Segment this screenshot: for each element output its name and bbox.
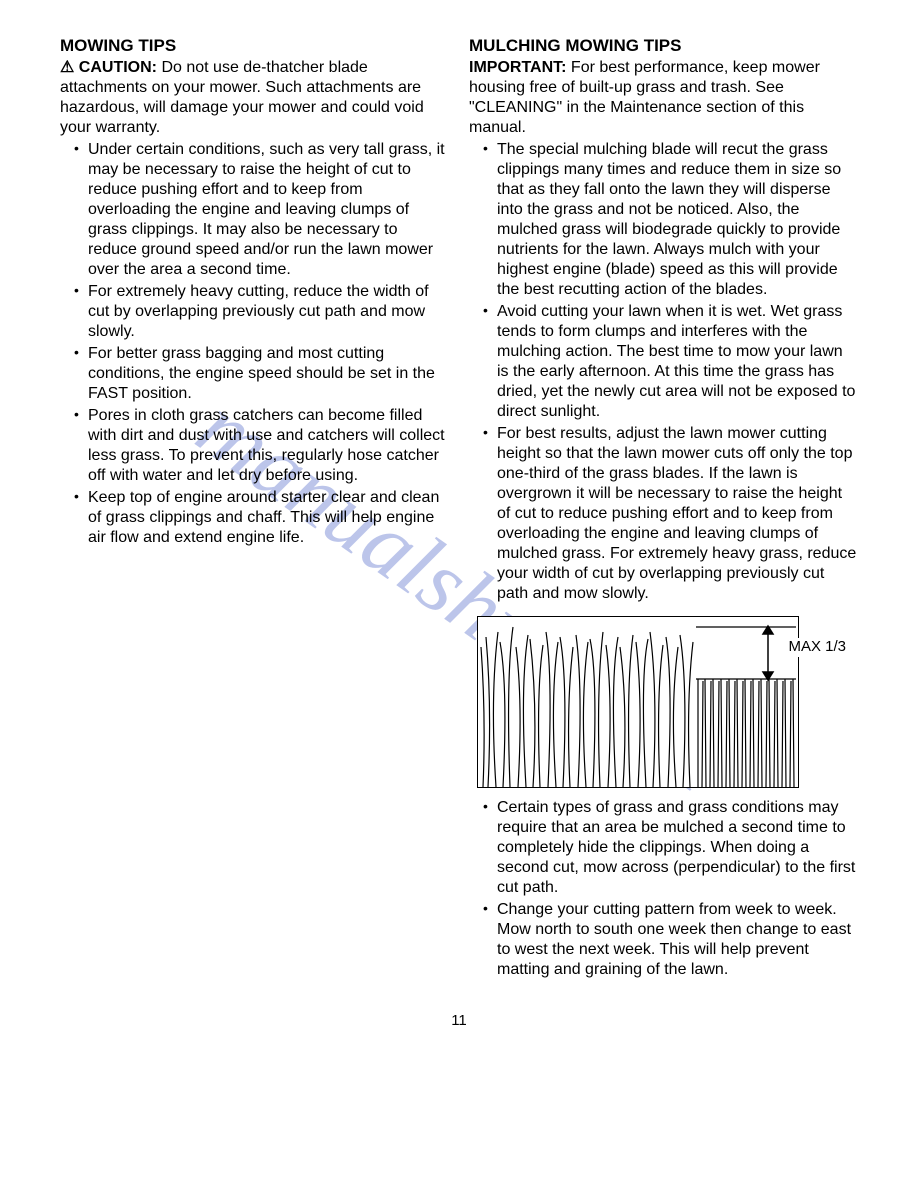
list-item: Certain types of grass and grass conditi… <box>497 798 858 898</box>
max-arrow-icon <box>758 624 778 682</box>
caution-paragraph: ⚠ CAUTION: Do not use de-thatcher blade … <box>60 58 449 138</box>
important-label: IMPORTANT: <box>469 59 566 76</box>
list-item: Change your cutting pattern from week to… <box>497 900 858 980</box>
left-column: MOWING TIPS ⚠ CAUTION: Do not use de-tha… <box>60 35 449 982</box>
list-item: For better grass bagging and most cuttin… <box>88 344 449 404</box>
list-item: Pores in cloth grass catchers can become… <box>88 406 449 486</box>
list-item: Keep top of engine around starter clear … <box>88 488 449 548</box>
mulching-tips-list-before: The special mulching blade will recut th… <box>469 140 858 604</box>
list-item: Avoid cutting your lawn when it is wet. … <box>497 302 858 422</box>
list-item: For best results, adjust the lawn mower … <box>497 424 858 604</box>
max-one-third-label: MAX 1/3 <box>786 638 848 657</box>
right-column: MULCHING MOWING TIPS IMPORTANT: For best… <box>469 35 858 982</box>
list-item: Under certain conditions, such as very t… <box>88 140 449 280</box>
grass-cutting-diagram: MAX 1/3 <box>477 616 858 786</box>
mulching-tips-list-after: Certain types of grass and grass conditi… <box>469 798 858 980</box>
important-paragraph: IMPORTANT: For best performance, keep mo… <box>469 58 858 138</box>
warning-icon: ⚠ <box>60 59 74 76</box>
grass-illustration <box>478 617 798 787</box>
mowing-tips-heading: MOWING TIPS <box>60 35 449 56</box>
list-item: For extremely heavy cutting, reduce the … <box>88 282 449 342</box>
list-item: The special mulching blade will recut th… <box>497 140 858 300</box>
caution-label: CAUTION: <box>79 59 157 76</box>
page-number: 11 <box>60 1012 858 1031</box>
mulching-tips-heading: MULCHING MOWING TIPS <box>469 35 858 56</box>
mowing-tips-list: Under certain conditions, such as very t… <box>60 140 449 548</box>
